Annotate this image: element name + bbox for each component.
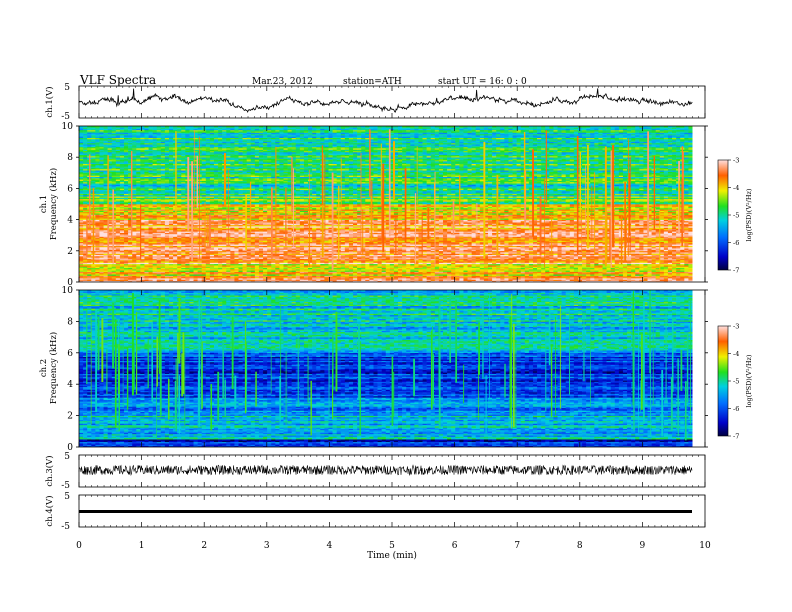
figure: VLF Spectra Mar.23, 2012 station=ATH sta… (0, 0, 792, 612)
ch1-spectrogram-image (79, 126, 705, 282)
ch1-waveform-ylabel: ch.1(V) (44, 86, 55, 117)
ch1-waveform-panel: 5 -5 ch.1(V) (44, 83, 705, 122)
date-label: Mar.23, 2012 (252, 77, 313, 87)
ch1-ytick-bottom: -5 (61, 112, 70, 122)
ch1-waveform-line (79, 88, 692, 112)
station-label: station=ATH (343, 77, 402, 87)
figure-title: VLF Spectra (79, 73, 156, 87)
start-time-label: start UT = 16: 0 : 0 (438, 77, 527, 87)
ch1-ytick-top: 5 (64, 83, 70, 93)
